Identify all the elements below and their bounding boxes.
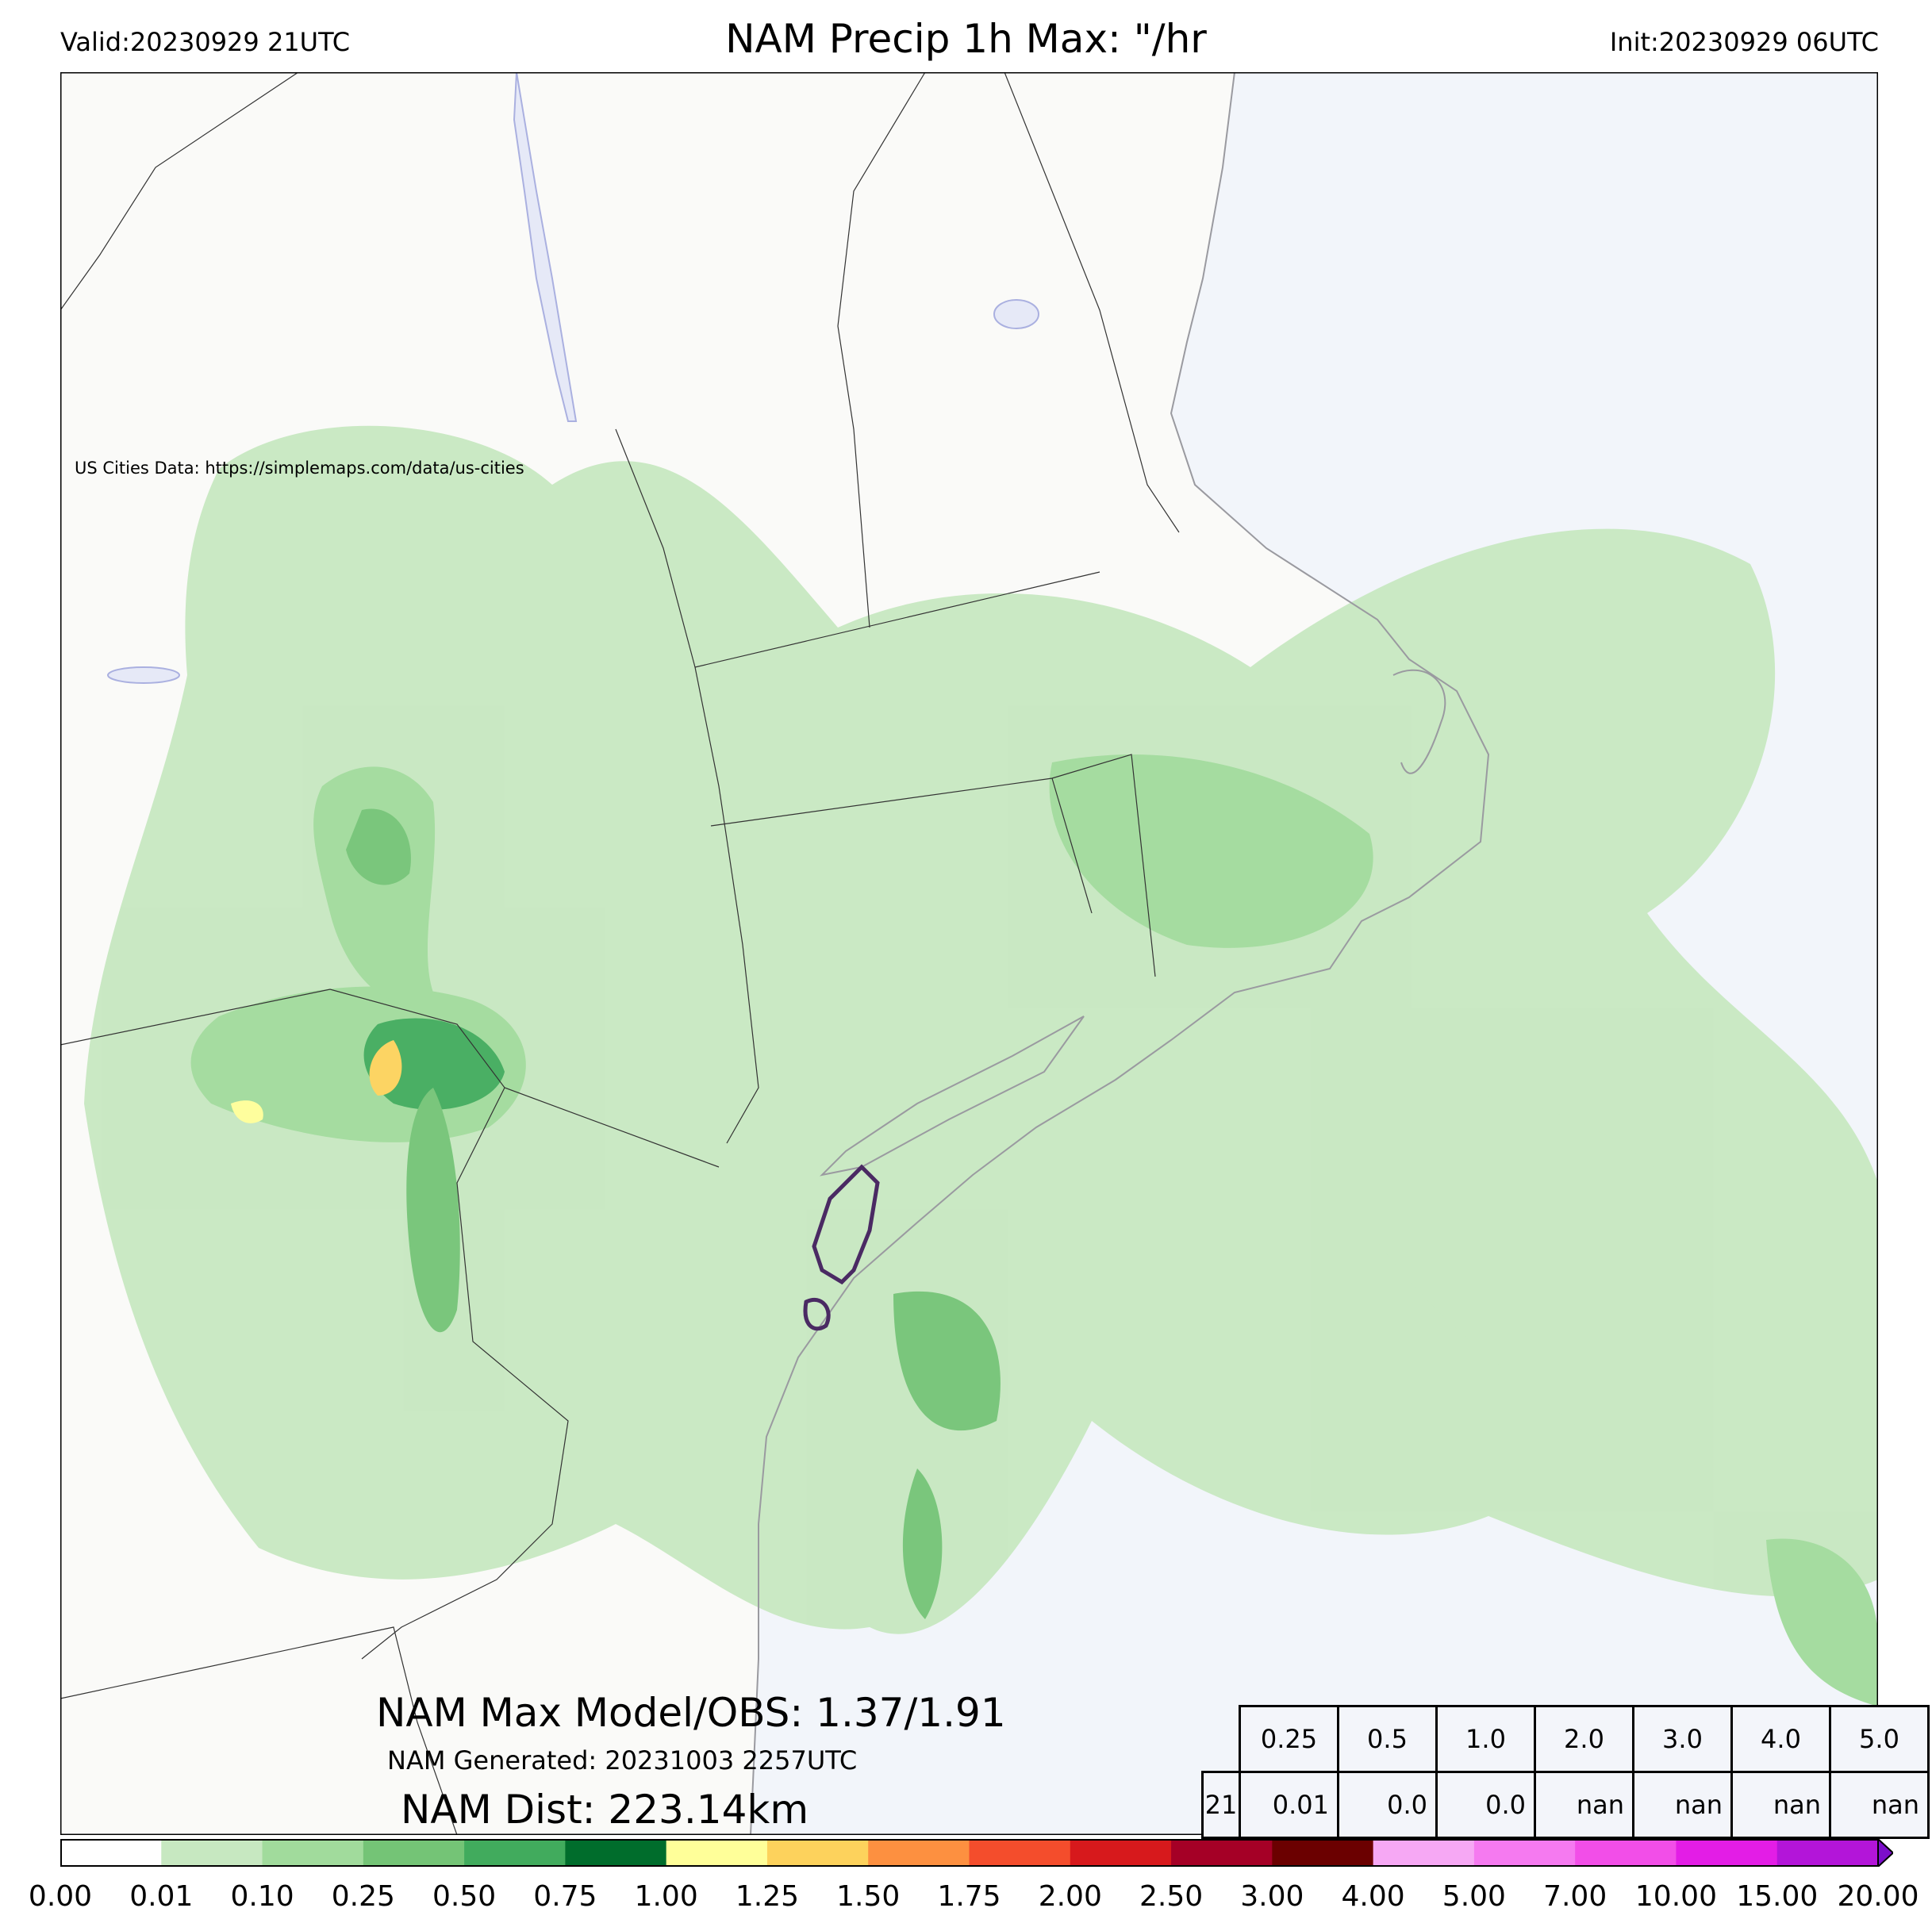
value-cell: 0.01 [1239, 1771, 1339, 1839]
colorbar-tick-label: 4.00 [1341, 1880, 1405, 1913]
colorbar-segment [565, 1839, 667, 1867]
colorbar-tick-label: 1.00 [634, 1880, 698, 1913]
value-cell: nan [1829, 1771, 1930, 1839]
colorbar-segment [1070, 1839, 1172, 1867]
lake [993, 299, 1039, 329]
long-island [819, 1015, 1085, 1177]
value-cell: 0.0 [1435, 1771, 1536, 1839]
init-time-label: Init:20230929 06UTC [1609, 27, 1879, 57]
colorbar-segment [1776, 1839, 1879, 1867]
threshold-cell: 0.5 [1337, 1705, 1438, 1773]
colorbar-segment [262, 1839, 364, 1867]
colorbar-tick-label: 2.00 [1038, 1880, 1102, 1913]
colorbar-tick-label: 0.75 [533, 1880, 597, 1913]
colorbar-segment [161, 1839, 263, 1867]
colorbar-segment [666, 1839, 768, 1867]
value-cell: nan [1632, 1771, 1733, 1839]
colorbar-tick-label: 1.75 [937, 1880, 1001, 1913]
obs-contour [803, 1297, 831, 1331]
lake [513, 72, 578, 422]
colorbar-segment [1575, 1839, 1677, 1867]
colorbar-tick-label: 2.50 [1139, 1880, 1204, 1913]
colorbar-segment [363, 1839, 465, 1867]
generated-time: NAM Generated: 20231003 2257UTC [387, 1745, 858, 1776]
threshold-cell: 5.0 [1829, 1705, 1930, 1773]
colorbar-tick-label: 0.01 [129, 1880, 194, 1913]
colorbar-tick-label: 0.50 [432, 1880, 497, 1913]
cape-cod [1392, 669, 1446, 774]
hour-cell: 21 [1201, 1771, 1241, 1839]
map-credit: US Cities Data: https://simplemaps.com/d… [75, 459, 524, 478]
state-borders [60, 72, 1180, 1835]
lake [107, 666, 180, 684]
threshold-cell: 3.0 [1632, 1705, 1733, 1773]
threshold-cell: 2.0 [1534, 1705, 1634, 1773]
colorbar-tick-label: 1.50 [836, 1880, 901, 1913]
colorbar [60, 1839, 1893, 1867]
obs-contour [812, 1164, 880, 1285]
max-model-obs: NAM Max Model/OBS: 1.37/1.91 [376, 1690, 1006, 1736]
threshold-cell: 4.0 [1730, 1705, 1831, 1773]
page-title: NAM Precip 1h Max: "/hr [725, 16, 1207, 62]
colorbar-tick-label: 0.25 [331, 1880, 395, 1913]
colorbar-tick-label: 0.00 [28, 1880, 93, 1913]
threshold-cell: 1.0 [1435, 1705, 1536, 1773]
value-row: 21 0.01 0.0 0.0 nan nan nan nan [1201, 1771, 1930, 1839]
colorbar-extend-arrow [1877, 1839, 1893, 1867]
colorbar-tick-label: 3.00 [1240, 1880, 1304, 1913]
colorbar-segment [1373, 1839, 1475, 1867]
coastline [750, 72, 1490, 1835]
distance-label: NAM Dist: 223.14km [401, 1787, 809, 1833]
colorbar-frame [60, 1839, 1879, 1867]
colorbar-segment [766, 1839, 869, 1867]
value-cell: nan [1730, 1771, 1831, 1839]
colorbar-segment [464, 1839, 566, 1867]
colorbar-segment [868, 1839, 970, 1867]
colorbar-tick-label: 20.00 [1837, 1880, 1919, 1913]
value-cell: nan [1534, 1771, 1634, 1839]
colorbar-tick-label: 1.25 [735, 1880, 800, 1913]
precip-shading [84, 425, 1878, 1706]
threshold-row: 0.25 0.5 1.0 2.0 3.0 4.0 5.0 [1203, 1705, 1930, 1773]
colorbar-tick-label: 15.00 [1736, 1880, 1819, 1913]
colorbar-tick-label: 0.10 [230, 1880, 294, 1913]
colorbar-tick-label: 7.00 [1543, 1880, 1607, 1913]
colorbar-segment [1473, 1839, 1576, 1867]
precip-map [60, 72, 1878, 1835]
colorbar-tick-label: 10.00 [1634, 1880, 1717, 1913]
colorbar-segment [969, 1839, 1071, 1867]
colorbar-tick-label: 5.00 [1442, 1880, 1506, 1913]
colorbar-segment [1676, 1839, 1778, 1867]
threshold-cell: 0.25 [1239, 1705, 1339, 1773]
colorbar-segment [1272, 1839, 1374, 1867]
valid-time-label: Valid:20230929 21UTC [60, 27, 351, 57]
stats-table: 0.25 0.5 1.0 2.0 3.0 4.0 5.0 21 0.01 0.0… [1201, 1705, 1930, 1839]
value-cell: 0.0 [1337, 1771, 1438, 1839]
colorbar-segment [1171, 1839, 1273, 1867]
table-corner [1203, 1706, 1240, 1772]
colorbar-segment [60, 1839, 162, 1867]
